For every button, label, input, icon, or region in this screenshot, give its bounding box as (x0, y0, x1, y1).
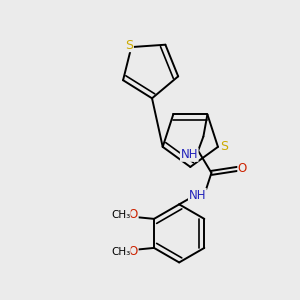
Text: O: O (129, 245, 138, 258)
Text: NH: NH (189, 189, 206, 202)
Text: S: S (125, 39, 133, 52)
Text: CH₃: CH₃ (111, 247, 130, 257)
Text: O: O (129, 208, 138, 221)
Text: S: S (220, 140, 228, 153)
Text: CH₃: CH₃ (111, 210, 130, 220)
Text: NH: NH (181, 148, 198, 161)
Text: O: O (238, 162, 247, 176)
